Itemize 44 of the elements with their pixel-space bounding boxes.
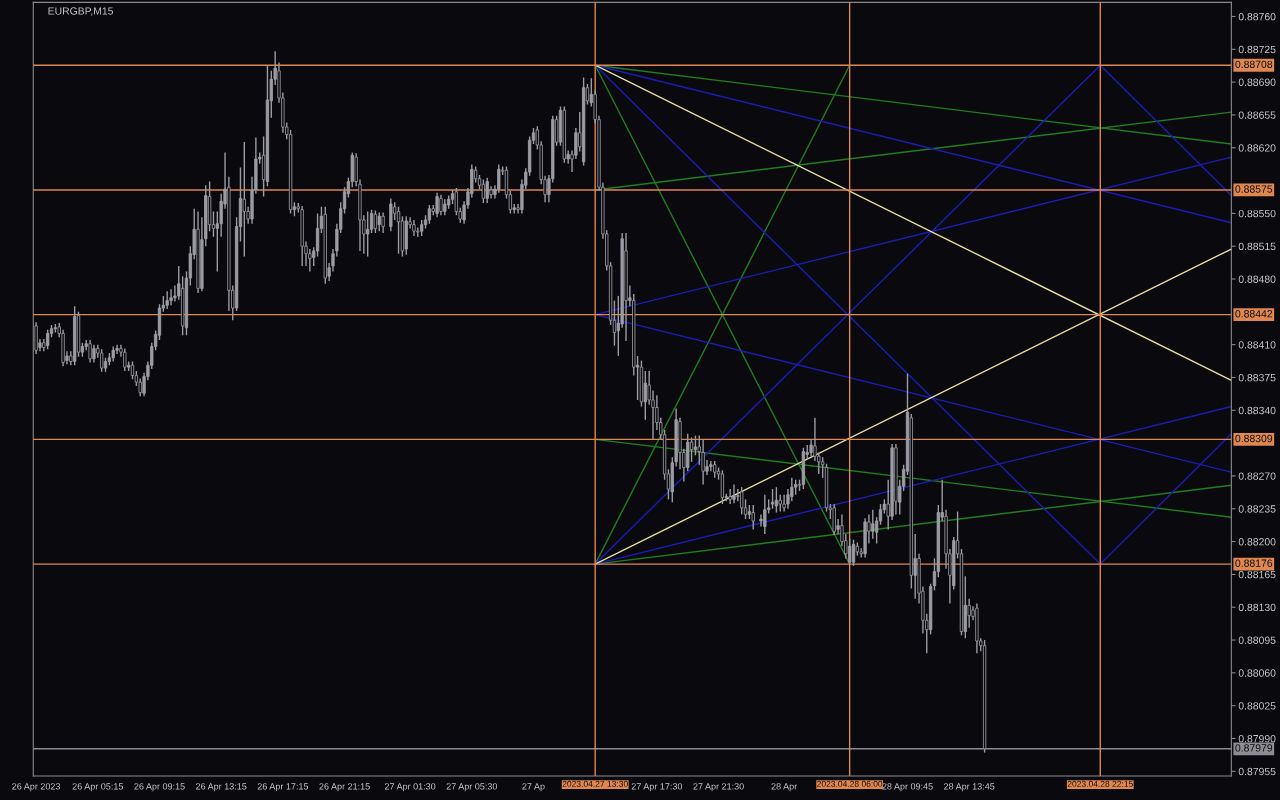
ref-line-label: 0.88708 [1235,60,1273,69]
x-tick-label: 26 Apr 17:15 [257,783,309,792]
x-tick-label: 28 Apr 13:45 [944,783,995,792]
y-tick-label: 0.88690 [1238,78,1276,86]
ref-line-label: 2023.04.28 06:00 [817,780,883,787]
x-tick-label: 27 Apr 05:30 [446,783,498,792]
y-tick-label: 0.88375 [1238,373,1276,382]
y-tick-label: 0.88760 [1238,12,1276,21]
x-tick-label: 26 Apr 2023 [12,783,61,792]
y-tick-label: 0.88270 [1238,472,1276,480]
ref-line-label: 0.88309 [1235,434,1273,443]
y-tick-label: 0.88480 [1238,275,1276,283]
ref-line-label: 0.88176 [1235,559,1273,567]
x-tick-label: 27 Ap [522,783,545,792]
y-tick-label: 0.88340 [1238,406,1276,415]
x-tick-label: 26 Apr 21:15 [319,783,370,792]
ref-line-label: 2023.04.27 13:30 [562,780,628,787]
y-tick-label: 0.88410 [1238,341,1276,349]
y-tick-label: 0.88515 [1238,242,1276,251]
chart-title: EURGBP,M15 [48,7,114,16]
x-tick-label: 27 Apr 01:30 [384,783,436,792]
ref-line-label: 2023.04.28 22:15 [1067,780,1133,787]
y-tick-label: 0.88025 [1238,702,1276,710]
x-tick-label: 26 Apr 09:15 [134,783,185,792]
ref-line-label: 0.87979 [1235,744,1273,752]
x-tick-label: 27 Apr 21:30 [693,783,744,792]
y-tick-label: 0.88620 [1238,144,1276,152]
ref-line-label: 0.88442 [1235,310,1273,318]
x-tick-label: 27 Apr 17:30 [631,783,683,792]
y-tick-label: 0.88550 [1238,209,1276,218]
y-tick-label: 0.87955 [1238,767,1276,776]
y-tick-label: 0.88130 [1238,603,1276,612]
y-tick-label: 0.88200 [1238,538,1276,546]
y-tick-label: 0.87990 [1238,734,1276,743]
y-tick-label: 0.88235 [1238,505,1276,513]
x-tick-label: 26 Apr 13:15 [196,783,247,792]
y-tick-label: 0.88655 [1238,111,1276,119]
y-tick-label: 0.88725 [1238,45,1276,54]
x-tick-label: 26 Apr 05:15 [72,783,124,792]
x-tick-label: 28 Apr [771,783,798,792]
y-tick-label: 0.88095 [1238,636,1276,644]
ref-line-label: 0.88575 [1235,185,1273,193]
y-tick-label: 0.88060 [1238,669,1276,677]
y-tick-label: 0.88165 [1238,570,1276,579]
